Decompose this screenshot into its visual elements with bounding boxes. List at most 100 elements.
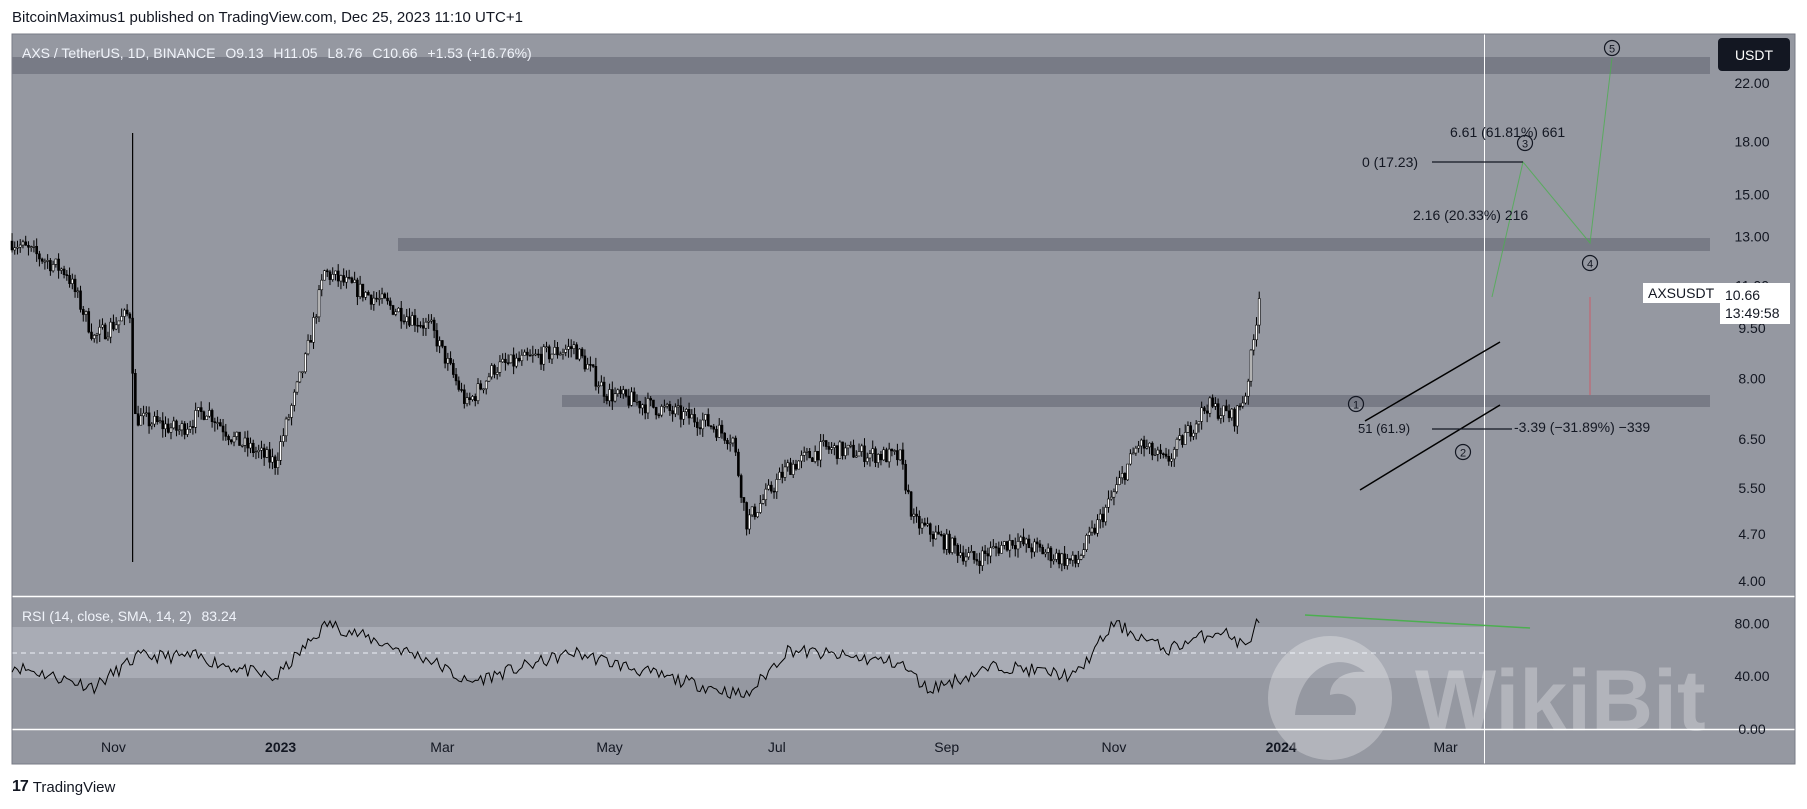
currency-button[interactable]: USDT — [1718, 38, 1790, 71]
candle — [1203, 406, 1206, 415]
candle — [290, 403, 293, 426]
wave-marker-5: 5 — [1603, 39, 1621, 57]
candle — [822, 434, 825, 447]
low-value: 8.76 — [335, 45, 362, 61]
candle — [251, 439, 255, 458]
candle — [531, 345, 535, 363]
candle — [1186, 421, 1190, 433]
resistance-zone-upper — [398, 238, 1710, 251]
rsi-legend[interactable]: RSI (14, close, SMA, 14, 2) 83.24 — [22, 608, 237, 624]
candle — [1216, 398, 1220, 421]
candle — [720, 420, 724, 439]
candle — [84, 310, 88, 322]
wave-marker-1: 1 — [1347, 395, 1365, 413]
candle — [745, 501, 748, 536]
candle — [876, 453, 880, 468]
candle — [479, 380, 483, 391]
candle — [16, 240, 19, 255]
last-price-symbol: AXSUSDT — [1648, 285, 1715, 301]
candle — [1208, 396, 1212, 418]
candle — [1134, 445, 1138, 456]
candle — [312, 312, 315, 349]
candle — [487, 372, 491, 383]
candle — [789, 457, 792, 475]
candle — [334, 270, 337, 281]
candle — [49, 258, 52, 276]
candle — [427, 314, 430, 329]
high-label: H — [273, 45, 283, 61]
candle — [537, 349, 540, 359]
candle — [660, 404, 663, 418]
candle — [553, 340, 557, 355]
candle — [336, 264, 340, 287]
candle — [238, 431, 241, 446]
candle — [432, 317, 436, 339]
candle — [682, 406, 685, 425]
candle — [797, 460, 801, 470]
candle — [671, 405, 674, 422]
candle — [342, 268, 345, 286]
candle — [1175, 437, 1179, 457]
candle — [112, 314, 115, 332]
candle — [1055, 548, 1058, 563]
candle — [868, 450, 872, 467]
candle — [624, 388, 628, 398]
candle — [1104, 504, 1108, 526]
candle — [805, 447, 809, 461]
time-axis-background — [12, 730, 1484, 764]
candle — [219, 418, 222, 427]
candle — [1068, 558, 1072, 564]
candle — [1241, 396, 1245, 409]
candle — [753, 503, 757, 520]
candle — [287, 413, 291, 421]
candle — [120, 308, 123, 322]
candle — [1030, 543, 1034, 559]
candle — [528, 349, 532, 357]
candle — [1194, 420, 1198, 440]
candle — [685, 407, 688, 416]
candle — [394, 308, 398, 317]
candle — [1112, 488, 1116, 506]
fib-annotation-e: 51 (61.9) — [1358, 421, 1410, 436]
candle — [641, 403, 644, 416]
symbol-legend[interactable]: AXS / TetherUS, 1D, BINANCE O9.13 H11.05… — [22, 45, 532, 61]
candle — [408, 308, 411, 328]
candle — [786, 459, 790, 472]
rsi-tick-label: 40.00 — [1734, 668, 1769, 684]
candle — [1035, 537, 1039, 553]
candle — [627, 388, 631, 409]
candle — [101, 318, 104, 330]
candle — [572, 341, 576, 355]
candle — [509, 354, 513, 364]
candle — [838, 440, 842, 459]
candle — [1170, 453, 1173, 467]
candle — [380, 287, 384, 304]
candle — [145, 406, 148, 417]
candle — [972, 550, 976, 564]
rsi-tick-label: 0.00 — [1738, 721, 1765, 737]
candle — [388, 297, 392, 310]
candle — [1115, 476, 1118, 494]
candle — [54, 258, 58, 268]
tradingview-brand[interactable]: 17 TradingView — [12, 778, 115, 796]
candle — [909, 491, 913, 521]
candle — [249, 437, 252, 454]
rsi-divergence-line — [1304, 614, 1531, 629]
time-tick-label: Sep — [934, 739, 959, 755]
candle — [961, 545, 965, 565]
candle — [139, 408, 143, 426]
candle — [849, 441, 853, 449]
candle — [358, 275, 362, 300]
candle — [1233, 407, 1236, 432]
candle — [1060, 552, 1064, 572]
candle — [325, 268, 329, 277]
candle — [1129, 449, 1132, 466]
candle — [199, 401, 203, 420]
candle — [616, 388, 620, 397]
candle — [800, 450, 803, 469]
candle — [761, 494, 765, 505]
candle — [1222, 405, 1225, 423]
svg-text:5: 5 — [1609, 44, 1615, 56]
candle — [1120, 466, 1124, 484]
